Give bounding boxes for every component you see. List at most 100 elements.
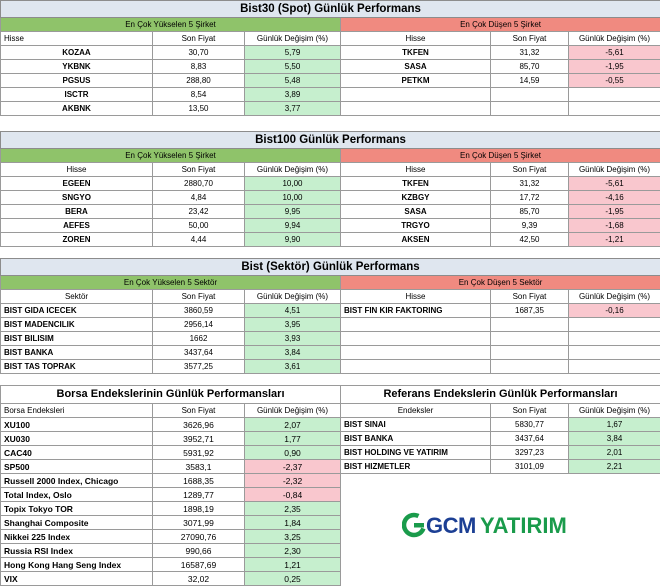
col-hisse: Hisse — [0, 162, 153, 177]
bist30-title: Bist30 (Spot) Günlük Performans — [0, 0, 660, 18]
index-price-cell: 3071,99 — [152, 515, 245, 530]
index-price-cell: 1898,19 — [152, 501, 245, 516]
table-row: AKBNK 13,50 3,77 — [0, 101, 660, 116]
col-degisim: Günlük Değişim (%) — [567, 162, 660, 177]
col-son-fiyat: Son Fiyat — [152, 162, 245, 177]
down-name-cell: TRGYO — [340, 218, 491, 233]
bist100-title: Bist100 Günlük Performans — [0, 131, 660, 149]
up-price-cell: 3437,64 — [152, 345, 245, 360]
logo-gcm-text: GCM — [426, 513, 476, 538]
col-son-fiyat: Son Fiyat — [490, 31, 569, 46]
table-row: KOZAA 30,70 5,79 TKFEN 31,32 -5,61 — [0, 45, 660, 60]
index-change-cell: 1,84 — [243, 515, 342, 530]
table-row: ISCTR 8,54 3,89 — [0, 87, 660, 102]
up-name-cell: AKBNK — [0, 101, 153, 116]
down-price-cell — [490, 345, 569, 360]
table-row: BIST BANKA 3437,64 3,84 — [340, 431, 660, 446]
down-price-cell: 31,32 — [490, 176, 569, 191]
index-name-cell: Nikkei 225 Index — [0, 529, 153, 544]
up-price-cell: 2880,70 — [152, 176, 245, 191]
col-degisim: Günlük Değişim (%) — [244, 162, 341, 177]
index-price-cell: 3297,23 — [490, 445, 569, 460]
up-change-cell: 9,90 — [244, 232, 341, 247]
down-name-cell: KZBGY — [340, 190, 491, 205]
down-price-cell: 9,39 — [490, 218, 569, 233]
up-name-cell: BERA — [0, 204, 153, 219]
down-change-cell: -1,95 — [567, 59, 660, 74]
index-price-cell: 16587,69 — [152, 557, 245, 572]
up-price-cell: 1662 — [152, 331, 245, 346]
down-change-cell — [567, 101, 660, 116]
up-change-cell: 3,61 — [244, 359, 341, 374]
index-change-cell: 2,07 — [243, 417, 342, 432]
index-name-cell: Shanghai Composite — [0, 515, 153, 530]
gcm-yatirim-logo: GCM YATIRIM — [401, 512, 592, 538]
index-change-cell: -2,37 — [243, 459, 342, 474]
index-name-cell: Topix Tokyo TOR — [0, 501, 153, 516]
up-name-cell: AEFES — [0, 218, 153, 233]
col-son-fiyat: Son Fiyat — [490, 162, 569, 177]
gcm-logo-mark — [401, 512, 427, 538]
index-name-cell: Russell 2000 Index, Chicago — [0, 473, 153, 488]
up-change-cell: 10,00 — [244, 176, 341, 191]
index-price-cell: 3437,64 — [490, 431, 569, 446]
index-name-cell: SP500 — [0, 459, 153, 474]
col-son-fiyat: Son Fiyat — [490, 289, 569, 304]
down-price-cell — [490, 331, 569, 346]
up-price-cell: 30,70 — [152, 45, 245, 60]
index-change-cell: -2,32 — [243, 473, 342, 488]
col-hisse: Hisse — [340, 31, 491, 46]
table-row: BIST MADENCILIK 2956,14 3,95 — [0, 317, 660, 332]
up-name-cell: EGEEN — [0, 176, 153, 191]
col-degisim: Günlük Değişim (%) — [567, 31, 660, 46]
index-price-cell: 32,02 — [152, 571, 245, 586]
up-change-cell: 3,84 — [244, 345, 341, 360]
table-row: XU100 3626,96 2,07 — [0, 417, 342, 432]
table-row: CAC40 5931,92 0,90 — [0, 445, 342, 460]
up-name-cell: BIST TAS TOPRAK — [0, 359, 153, 374]
index-change-cell: 2,01 — [567, 445, 660, 460]
down-price-cell — [490, 101, 569, 116]
table-row: BIST BANKA 3437,64 3,84 — [0, 345, 660, 360]
down-change-cell: -5,61 — [567, 45, 660, 60]
bist100-table: Bist100 Günlük Performans En Çok Yüksele… — [0, 131, 660, 247]
col-hisse: Hisse — [0, 31, 153, 46]
index-price-cell: 1289,77 — [152, 487, 245, 502]
up-change-cell: 5,79 — [244, 45, 341, 60]
down-name-cell — [340, 87, 491, 102]
down-name-cell — [340, 317, 491, 332]
referans-table: Referans Endekslerin Günlük Performansla… — [339, 385, 660, 474]
index-price-cell: 5830,77 — [490, 417, 569, 432]
down-change-cell — [567, 317, 660, 332]
index-change-cell: 0,90 — [243, 445, 342, 460]
index-price-cell: 27090,76 — [152, 529, 245, 544]
down-name-cell — [340, 331, 491, 346]
borsa-title: Borsa Endekslerinin Günlük Performanslar… — [0, 385, 342, 404]
up-name-cell: BIST BILISIM — [0, 331, 153, 346]
down-change-cell: -0,16 — [567, 303, 660, 318]
up-name-cell: ZOREN — [0, 232, 153, 247]
down-price-cell: 14,59 — [490, 73, 569, 88]
index-price-cell: 3583,1 — [152, 459, 245, 474]
down-name-cell: PETKM — [340, 73, 491, 88]
down-name-cell: SASA — [340, 204, 491, 219]
table-row: BIST HIZMETLER 3101,09 2,21 — [340, 459, 660, 474]
up-price-cell: 50,00 — [152, 218, 245, 233]
col-son-fiyat: Son Fiyat — [490, 403, 569, 418]
down-change-cell: -5,61 — [567, 176, 660, 191]
down-change-cell: -1,68 — [567, 218, 660, 233]
table-row: YKBNK 8,83 5,50 SASA 85,70 -1,95 — [0, 59, 660, 74]
bist100-down-header: En Çok Düşen 5 Şirket — [339, 148, 660, 163]
down-change-cell — [567, 87, 660, 102]
down-name-cell: TKFEN — [340, 176, 491, 191]
table-row: SNGYO 4,84 10,00 KZBGY 17,72 -4,16 — [0, 190, 660, 205]
table-row: BERA 23,42 9,95 SASA 85,70 -1,95 — [0, 204, 660, 219]
index-name-cell: XU030 — [0, 431, 153, 446]
table-row: Hong Kong Hang Seng Index 16587,69 1,21 — [0, 557, 342, 572]
col-son-fiyat: Son Fiyat — [152, 289, 245, 304]
index-price-cell: 3626,96 — [152, 417, 245, 432]
col-degisim: Günlük Değişim (%) — [567, 289, 660, 304]
col-degisim: Günlük Değişim (%) — [244, 31, 341, 46]
down-name-cell: BIST FIN KIR FAKTORING — [340, 303, 491, 318]
index-name-cell: BIST HIZMETLER — [340, 459, 491, 474]
